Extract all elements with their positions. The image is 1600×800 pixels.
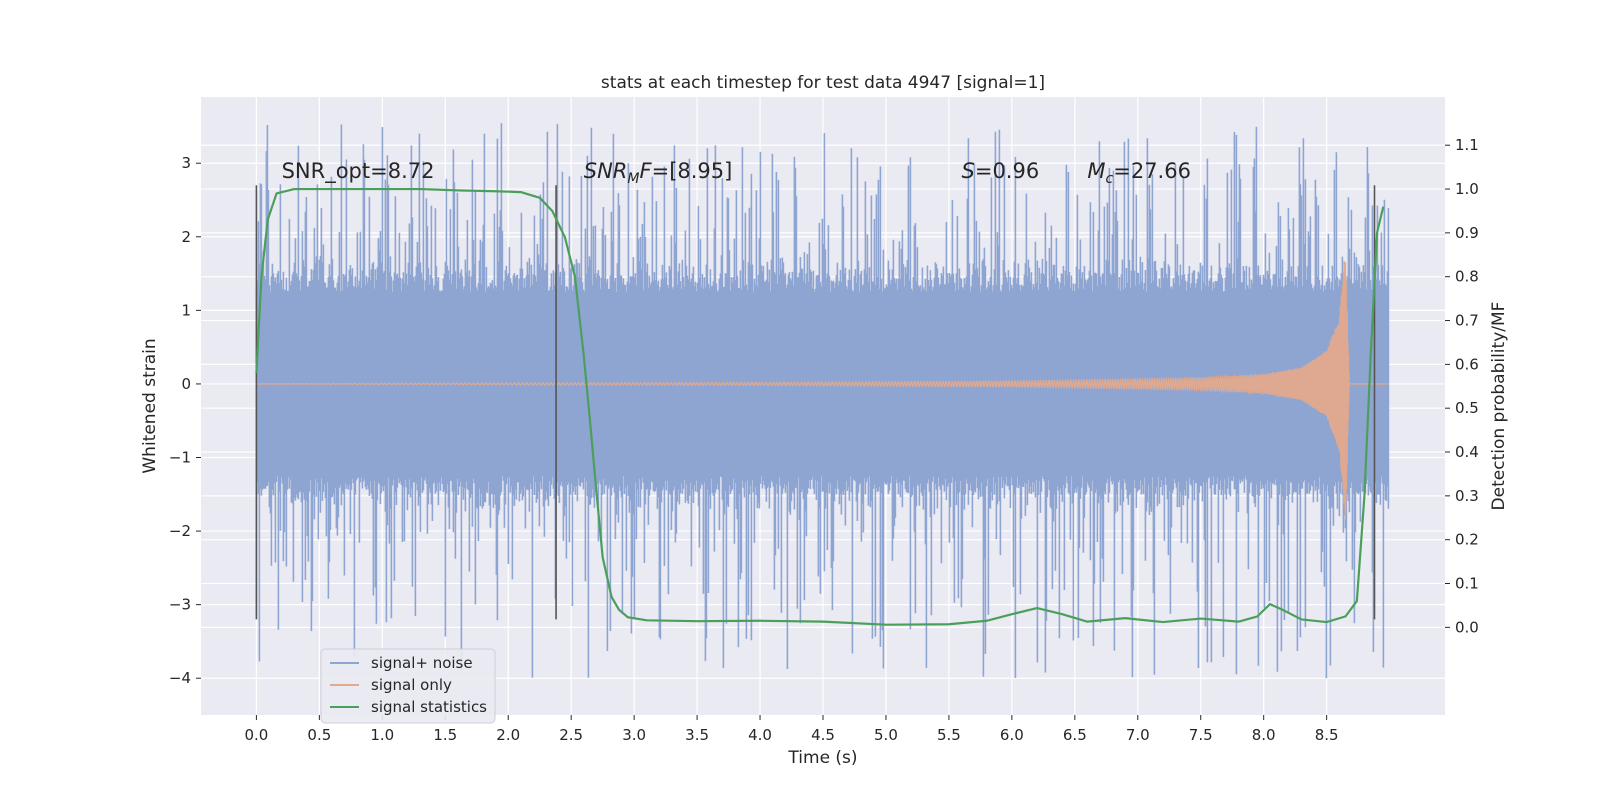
x-axis-ticks: 0.0 0.5 1.0 1.5 2.0 2.5 3.0 3.5 4.0 4.5 5.0 5.5 6.0 6… <box>244 715 1339 744</box>
legend: signal+ noise signal only signal statistic… <box>320 648 496 724</box>
x-tick-label: 3.0 <box>622 726 646 744</box>
right-y-axis-ticks: 0.0 0.1 0.2 0.3 0.4 0.5 0.6 0.7 0.8 0.9 1.0 1.1 <box>1445 136 1479 636</box>
x-tick-label: 7.0 <box>1126 726 1150 744</box>
x-tick-label: 5.5 <box>937 726 961 744</box>
left-y-tick-label: 2 <box>181 228 191 246</box>
x-tick-label: 1.5 <box>433 726 457 744</box>
right-y-tick-label: 1.0 <box>1455 180 1479 198</box>
left-y-axis-label: Whitened strain <box>140 338 160 473</box>
x-tick-label: 8.0 <box>1252 726 1276 744</box>
annotation-1: SNRMF=[8.95] <box>584 159 733 187</box>
x-tick-label: 4.5 <box>811 726 835 744</box>
legend-label: signal statistics <box>371 698 487 716</box>
statistics-series <box>255 187 1385 626</box>
x-axis-label: Time (s) <box>787 748 857 768</box>
right-y-tick-label: 0.8 <box>1455 268 1479 286</box>
annotations: SNR_opt=8.72 SNRMF=[8.95] S=0.96 Mc=27.66 <box>282 159 1191 187</box>
x-tick-label: 6.5 <box>1063 726 1087 744</box>
x-tick-label: 8.5 <box>1315 726 1339 744</box>
legend-label: signal+ noise <box>371 654 473 672</box>
signal-only-series <box>256 261 1389 520</box>
left-y-tick-label: 1 <box>181 301 191 319</box>
x-tick-label: 4.0 <box>748 726 772 744</box>
right-y-tick-label: 0.3 <box>1455 487 1479 505</box>
right-y-tick-label: 0.7 <box>1455 312 1479 330</box>
x-tick-label: 2.0 <box>496 726 520 744</box>
x-tick-label: 7.5 <box>1189 726 1213 744</box>
x-tick-label: 5.0 <box>874 726 898 744</box>
left-y-tick-label: −1 <box>169 449 191 467</box>
x-tick-label: 0.5 <box>307 726 331 744</box>
annotation-3: Mc=27.66 <box>1087 159 1191 187</box>
legend-label: signal only <box>371 676 452 694</box>
legend-box <box>320 648 496 724</box>
annotation-2: S=0.96 <box>962 159 1040 183</box>
x-tick-label: 2.5 <box>559 726 583 744</box>
signal-only-trace <box>256 261 1389 520</box>
left-y-tick-label: 0 <box>181 375 191 393</box>
right-y-tick-label: 1.1 <box>1455 136 1479 154</box>
x-tick-label: 1.0 <box>370 726 394 744</box>
x-tick-label: 0.0 <box>244 726 268 744</box>
vertical-markers <box>255 185 1376 620</box>
left-y-tick-label: −2 <box>169 522 191 540</box>
signal-statistics-trace <box>255 187 1385 626</box>
chart-title: stats at each timestep for test data 494… <box>601 73 1045 93</box>
right-y-tick-label: 0.2 <box>1455 531 1479 549</box>
x-tick-label: 3.5 <box>685 726 709 744</box>
right-y-tick-label: 0.6 <box>1455 355 1479 373</box>
right-y-tick-label: 0.4 <box>1455 443 1479 461</box>
right-y-tick-label: 0.9 <box>1455 224 1479 242</box>
right-y-tick-label: 0.1 <box>1455 575 1479 593</box>
left-y-axis-ticks: −4 −3 −2 −1 0 1 2 3 <box>169 154 201 687</box>
annotation-0: SNR_opt=8.72 <box>282 159 435 184</box>
left-y-tick-label: 3 <box>181 154 191 172</box>
x-tick-label: 6.0 <box>1000 726 1024 744</box>
left-y-tick-label: −4 <box>169 669 191 687</box>
right-y-tick-label: 0.0 <box>1455 618 1479 636</box>
right-y-axis-label: Detection probability/MF <box>1489 302 1509 511</box>
right-y-tick-label: 0.5 <box>1455 399 1479 417</box>
left-y-tick-label: −3 <box>169 596 191 614</box>
